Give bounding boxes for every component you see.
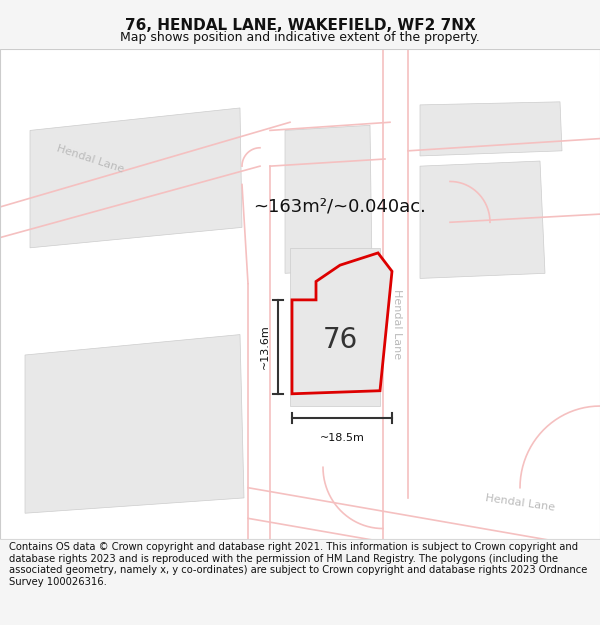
Polygon shape — [290, 248, 380, 406]
Text: Contains OS data © Crown copyright and database right 2021. This information is : Contains OS data © Crown copyright and d… — [9, 542, 587, 587]
Polygon shape — [420, 102, 562, 156]
Text: Hendal Lane: Hendal Lane — [55, 143, 125, 174]
Text: Map shows position and indicative extent of the property.: Map shows position and indicative extent… — [120, 31, 480, 44]
Text: ~163m²/~0.040ac.: ~163m²/~0.040ac. — [254, 198, 427, 216]
Text: Hendal Lane: Hendal Lane — [485, 493, 556, 513]
Text: Hendal Lane: Hendal Lane — [392, 289, 402, 359]
Polygon shape — [25, 334, 244, 513]
Polygon shape — [0, 49, 600, 539]
Text: ~13.6m: ~13.6m — [260, 324, 270, 369]
Text: 76, HENDAL LANE, WAKEFIELD, WF2 7NX: 76, HENDAL LANE, WAKEFIELD, WF2 7NX — [125, 18, 475, 32]
Polygon shape — [285, 125, 372, 273]
Polygon shape — [420, 161, 545, 279]
Polygon shape — [30, 108, 242, 248]
Text: 76: 76 — [322, 326, 358, 354]
Polygon shape — [292, 253, 392, 394]
Text: ~18.5m: ~18.5m — [320, 432, 364, 442]
